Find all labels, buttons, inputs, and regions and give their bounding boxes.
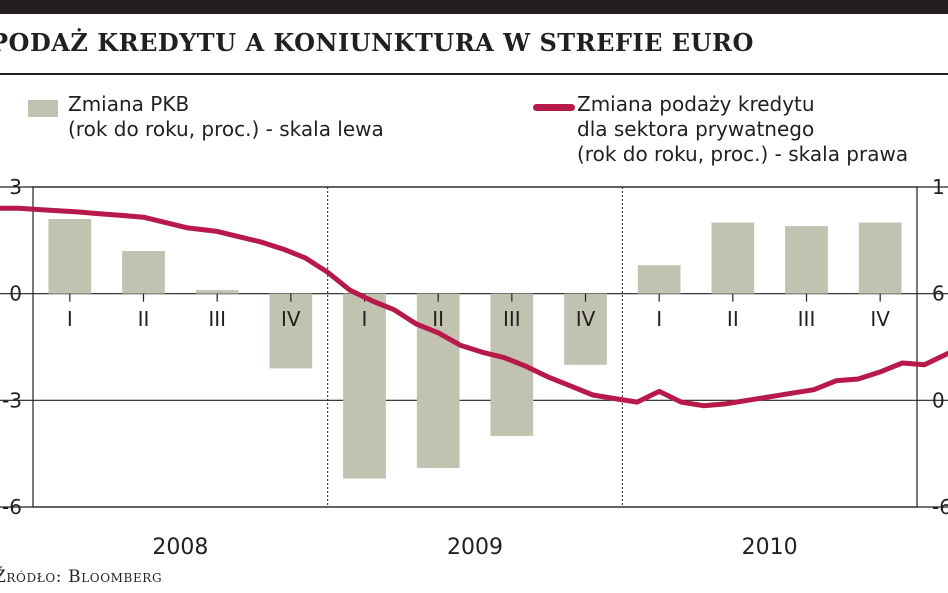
legend-swatch-bar bbox=[28, 100, 58, 117]
gdp-bar bbox=[564, 293, 607, 365]
legend-label-gdp: Zmiana PKB (rok do roku, proc.) - skala … bbox=[68, 92, 384, 142]
quarter-label: IV bbox=[281, 307, 301, 331]
year-label: 2010 bbox=[742, 535, 798, 560]
year-label: 2009 bbox=[447, 535, 503, 560]
y-right-tick-label: 0 bbox=[932, 388, 945, 412]
quarter-label: III bbox=[208, 307, 226, 331]
quarter-label: III bbox=[503, 307, 521, 331]
quarter-label: II bbox=[727, 307, 739, 331]
legend-label-credit-line-3: (rok do roku, proc.) - skala prawa bbox=[577, 142, 909, 166]
chart-title: PODAŻ KREDYTU A KONIUNKTURA W STREFIE EU… bbox=[0, 28, 754, 57]
quarter-label: III bbox=[798, 307, 816, 331]
gdp-bar bbox=[343, 293, 386, 479]
gdp-bar bbox=[48, 219, 92, 294]
quarter-label: I bbox=[67, 307, 73, 331]
source-note: Źródło: Bloomberg bbox=[0, 567, 163, 587]
legend-label-credit: Zmiana podaży kredytu dla sektora prywat… bbox=[577, 92, 908, 167]
y-left-tick-label: 3 bbox=[9, 175, 22, 199]
gdp-bar bbox=[269, 293, 313, 369]
quarter-label: II bbox=[432, 307, 444, 331]
title-rule bbox=[0, 73, 948, 75]
quarter-label: II bbox=[138, 307, 150, 331]
gdp-bar bbox=[711, 222, 755, 294]
y-right-tick-label: 1 bbox=[932, 175, 945, 199]
gdp-bar bbox=[858, 222, 902, 294]
legend-label-gdp-line-1: Zmiana PKB bbox=[68, 92, 190, 116]
credit-line bbox=[0, 205, 948, 409]
gdp-bar bbox=[416, 293, 460, 468]
quarter-label: I bbox=[656, 307, 662, 331]
legend-label-credit-line-1: Zmiana podaży kredytu bbox=[577, 92, 815, 116]
year-label: 2008 bbox=[152, 535, 208, 560]
gdp-bar bbox=[195, 290, 239, 294]
y-right-tick-label: -6 bbox=[932, 495, 948, 519]
top-bar bbox=[0, 0, 948, 14]
gdp-bar bbox=[785, 226, 828, 294]
legend-swatch-line bbox=[533, 104, 575, 111]
quarter-label: I bbox=[362, 307, 368, 331]
y-right-tick-label: 6 bbox=[932, 282, 945, 306]
quarter-label: IV bbox=[870, 307, 890, 331]
quarter-label: IV bbox=[576, 307, 596, 331]
y-left-tick-label: -6 bbox=[2, 495, 22, 519]
gdp-bar bbox=[122, 251, 165, 294]
gdp-bar bbox=[637, 265, 681, 294]
legend-label-gdp-line-2: (rok do roku, proc.) - skala lewa bbox=[68, 117, 384, 141]
plot-frame bbox=[32, 186, 918, 508]
y-left-tick-label: 0 bbox=[9, 282, 22, 306]
y-left-tick-label: -3 bbox=[2, 388, 22, 412]
legend-label-credit-line-2: dla sektora prywatnego bbox=[577, 117, 815, 141]
